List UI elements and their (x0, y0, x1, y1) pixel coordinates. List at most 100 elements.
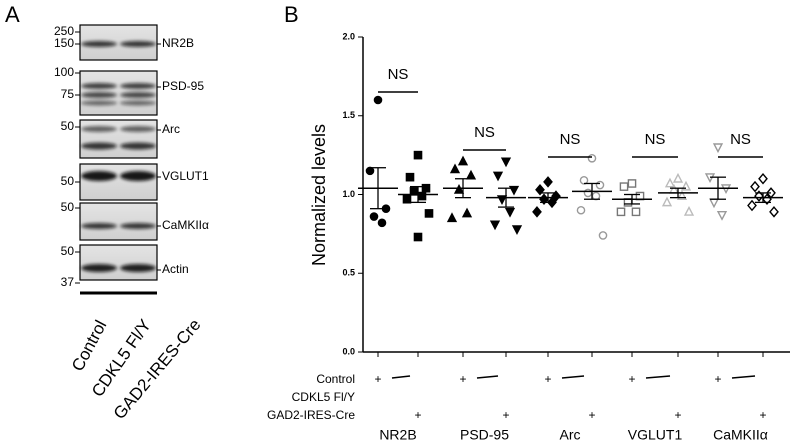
data-point (511, 225, 523, 235)
y-axis-label: Normalized levels (309, 124, 329, 266)
data-point (661, 196, 673, 207)
row-label: Control (316, 372, 355, 386)
data-point (598, 231, 608, 240)
genotype-sign: + (759, 408, 766, 422)
genotype-sign: + (459, 372, 466, 386)
protein-label: NR2B (162, 36, 194, 50)
data-point (413, 232, 423, 242)
data-point (769, 206, 779, 218)
panel-label: B (284, 2, 299, 27)
mw-marker: 37 (61, 275, 75, 289)
genotype-sign: + (628, 372, 635, 386)
blot-band (120, 223, 156, 229)
group-label: PSD-95 (460, 427, 509, 443)
blot-band (120, 264, 156, 272)
data-point (583, 188, 593, 198)
genotype-line (645, 375, 671, 379)
blot-band (81, 92, 117, 98)
data-point (465, 169, 477, 180)
mw-marker: 50 (61, 244, 75, 258)
group-label: VGLUT1 (628, 427, 683, 443)
significance-label: NS (388, 66, 409, 83)
data-point (758, 172, 768, 185)
genotype-line (731, 375, 756, 379)
data-point (754, 190, 764, 202)
genotype-line (391, 375, 411, 379)
data-point (595, 180, 605, 190)
blot-band (120, 92, 156, 98)
significance-label: NS (730, 131, 751, 148)
data-point (424, 209, 434, 218)
blot-band (120, 142, 156, 150)
blot-band (120, 126, 156, 132)
data-point (413, 150, 423, 160)
blot-band (81, 41, 117, 47)
genotype-line (476, 375, 499, 379)
mw-marker: 150 (54, 36, 74, 50)
mw-marker: 50 (61, 174, 75, 188)
y-tick-label: 0.0 (342, 346, 355, 356)
blot-band (120, 100, 156, 106)
mw-marker: 250 (54, 24, 74, 38)
blot-band (81, 264, 117, 272)
panel-label: A (5, 2, 20, 27)
blot-band (81, 83, 117, 89)
group-label: CaMKIIα (713, 427, 768, 443)
y-tick-label: 0.5 (342, 268, 355, 278)
genotype-sign: + (502, 408, 509, 422)
significance-label: NS (560, 131, 581, 148)
genotype-sign: + (544, 372, 551, 386)
blot-band (81, 171, 117, 181)
data-point (369, 212, 379, 221)
data-point (619, 182, 629, 191)
mw-marker: 75 (61, 87, 75, 101)
mw-marker: 50 (61, 119, 75, 133)
data-point (489, 220, 501, 231)
blot-band (81, 142, 117, 150)
data-point (421, 183, 431, 193)
row-label: GAD2-IRES-Cre (267, 408, 355, 422)
data-point (446, 212, 458, 223)
data-point (543, 176, 553, 188)
genotype-sign: + (588, 408, 595, 422)
data-point (504, 207, 516, 218)
blot (79, 202, 158, 241)
protein-label: PSD-95 (162, 79, 204, 93)
data-point (377, 218, 387, 228)
y-tick-label: 1.5 (342, 110, 355, 120)
significance-label: NS (474, 124, 495, 141)
blot-band (120, 171, 156, 181)
y-tick-label: 1.0 (342, 189, 355, 199)
y-tick-label: 2.0 (342, 31, 355, 41)
blot-band (120, 83, 156, 89)
data-point (672, 172, 684, 183)
row-label: CDKL5 Fl/Y (292, 390, 355, 404)
data-point (453, 183, 465, 194)
protein-label: CaMKIIα (162, 218, 209, 232)
data-point (461, 207, 473, 218)
protein-label: VGLUT1 (162, 169, 209, 183)
data-point (587, 153, 597, 163)
data-point (627, 179, 637, 188)
group-label: NR2B (379, 427, 416, 443)
data-point (616, 207, 626, 217)
data-point (500, 157, 512, 168)
blot-band (81, 223, 117, 229)
data-point (449, 163, 461, 174)
genotype-sign: + (374, 372, 381, 386)
genotype-sign: + (714, 372, 721, 386)
group-label: Arc (560, 427, 581, 443)
data-point (492, 171, 504, 182)
data-point (750, 180, 760, 193)
blot (79, 244, 158, 281)
blot-band (81, 100, 117, 106)
data-point (535, 184, 545, 196)
genotype-line (561, 375, 585, 379)
data-point (683, 205, 695, 216)
data-point (417, 191, 427, 201)
data-point (402, 194, 412, 204)
protein-label: Actin (162, 262, 189, 276)
mw-marker: 100 (54, 65, 74, 79)
data-point (747, 199, 757, 212)
